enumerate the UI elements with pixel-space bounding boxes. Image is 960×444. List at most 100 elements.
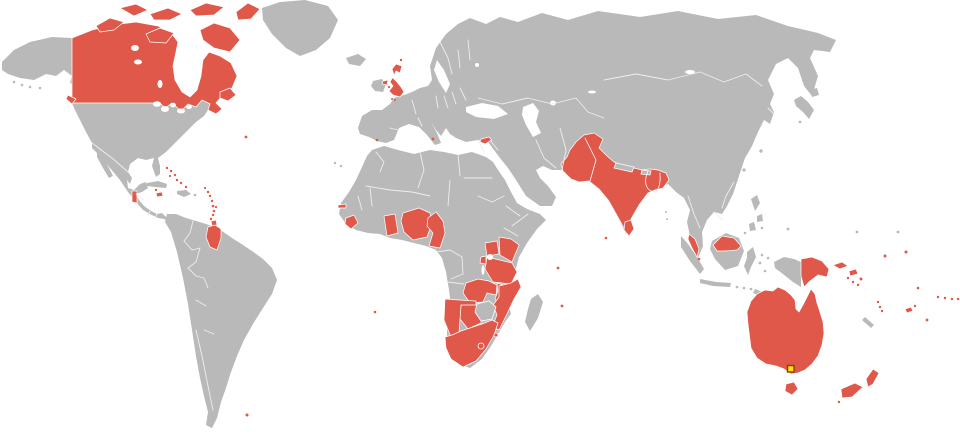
island-dot-gray xyxy=(339,164,343,168)
region-madagascar xyxy=(525,294,543,331)
region-mozambique xyxy=(491,278,522,331)
region-nigeria xyxy=(400,207,433,241)
region-south-america xyxy=(165,214,277,428)
island-dot-red xyxy=(168,174,172,178)
region-canada xyxy=(71,21,238,115)
island-dot-gray xyxy=(666,218,668,220)
island-dot-red xyxy=(880,309,884,313)
great-slave-lake xyxy=(134,59,142,65)
island-dot-red xyxy=(394,99,396,101)
lake-ladoga xyxy=(475,63,479,67)
region-canada-arctic-island xyxy=(149,7,183,21)
region-sumatra xyxy=(681,236,704,274)
region-new-britain xyxy=(832,261,849,270)
region-greenland xyxy=(262,0,338,56)
lake-baikal xyxy=(685,70,695,74)
region-sulawesi xyxy=(744,247,756,275)
island-dot-red xyxy=(604,236,608,240)
region-canada-arctic-island xyxy=(119,3,149,17)
island-dot-gray xyxy=(193,193,197,197)
island-dot-red xyxy=(859,277,863,281)
island-dot-red xyxy=(431,137,435,141)
region-lesotho xyxy=(477,342,485,350)
region-malaysia-borneo xyxy=(712,235,742,252)
island-dot-gray xyxy=(333,161,337,165)
island-dot-gray xyxy=(28,85,32,89)
island-dot-gray xyxy=(896,230,900,234)
region-hokkaido xyxy=(810,88,819,97)
island-dot-gray xyxy=(665,211,667,213)
region-canada-victoria-island xyxy=(145,27,175,44)
island-dot-red xyxy=(206,190,210,194)
region-nz-north-island xyxy=(865,368,880,388)
region-sierra-leone xyxy=(344,214,359,230)
region-cameroon xyxy=(426,211,446,249)
island-dot-gray xyxy=(758,261,762,265)
region-papua-new-guinea xyxy=(800,256,830,288)
island-dot-gray xyxy=(760,226,764,230)
region-hispaniola xyxy=(177,190,191,197)
caspian-sea xyxy=(522,103,541,137)
region-new-ireland xyxy=(848,268,859,277)
region-zimbabwe xyxy=(474,300,497,322)
region-sri-lanka xyxy=(623,219,635,237)
island-dot-gray xyxy=(742,286,746,290)
region-jamaica xyxy=(155,191,164,198)
island-dot-red xyxy=(913,304,917,308)
region-rwanda xyxy=(479,255,487,265)
black-sea xyxy=(466,103,508,119)
island-dot-red xyxy=(399,58,403,62)
island-dot-gray xyxy=(798,120,802,124)
region-canada-arctic-island xyxy=(189,2,225,17)
region-kenya xyxy=(498,236,520,263)
island-dot-red xyxy=(391,98,393,100)
island-dot-red xyxy=(387,85,391,89)
island-dot-red xyxy=(173,173,177,177)
lake-winnipeg xyxy=(157,80,163,88)
island-dot-gray xyxy=(760,253,764,257)
island-dot-red xyxy=(956,297,960,301)
border-pakistan-india xyxy=(584,137,597,182)
border-bangladesh xyxy=(645,170,661,192)
island-dot-red xyxy=(175,178,179,182)
island-dot-red xyxy=(184,185,188,189)
great-lake xyxy=(177,108,185,114)
region-fiji xyxy=(904,306,914,314)
great-bear-lake xyxy=(131,45,139,51)
island-dot-gray xyxy=(855,230,859,234)
island-dot-gray xyxy=(742,168,746,172)
region-philippines xyxy=(751,195,760,211)
island-dot-red xyxy=(211,213,215,217)
region-japan xyxy=(794,96,814,119)
island-dot-red xyxy=(943,296,947,300)
island-dot-red xyxy=(373,310,377,314)
region-eurasia xyxy=(358,11,836,258)
region-great-britain xyxy=(388,63,405,98)
island-dot-red xyxy=(244,135,248,139)
great-lake xyxy=(153,101,161,107)
region-canada-baffin-island xyxy=(199,22,241,53)
region-ghana xyxy=(383,213,399,237)
region-tasmania xyxy=(784,381,799,396)
island-dot-red xyxy=(179,181,183,185)
great-lake xyxy=(170,102,176,108)
island-dot-red xyxy=(727,241,731,245)
region-belize xyxy=(131,190,138,204)
country-borders xyxy=(91,39,775,411)
region-uganda xyxy=(484,240,500,257)
island-dot-red xyxy=(925,318,929,322)
island-dot-gray xyxy=(759,149,763,153)
island-dot-red xyxy=(556,266,560,270)
island-dot-gray xyxy=(38,86,42,90)
region-malaysia-peninsula xyxy=(687,233,700,258)
region-mexico-central-america xyxy=(92,143,173,222)
island-dot-gray xyxy=(12,80,16,84)
great-lake xyxy=(186,105,192,109)
region-newfoundland xyxy=(219,87,237,102)
island-dot-gray xyxy=(786,227,790,231)
island-dot-red xyxy=(878,305,882,309)
island-dot-red xyxy=(210,199,214,203)
island-dot-red xyxy=(375,138,379,142)
